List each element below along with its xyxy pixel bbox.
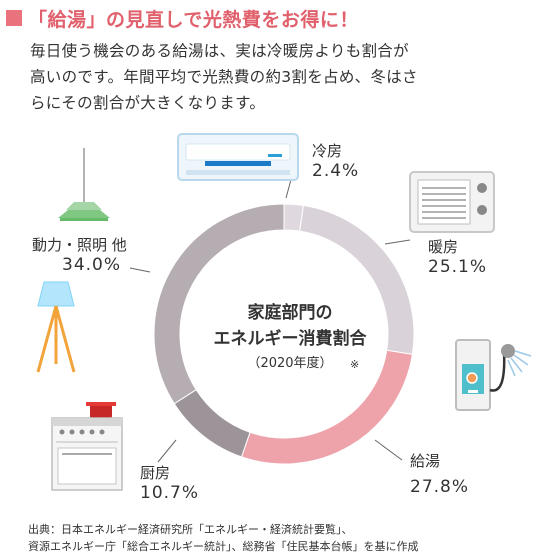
- slice-label-power: 動力・照明 他 34.0%: [32, 236, 127, 275]
- floor-lamp-icon: [36, 281, 76, 373]
- chart-title-line2: エネルギー消費割合: [213, 329, 367, 349]
- page-title: 「給湯」の見直しで光熱費をお得に！: [28, 8, 359, 31]
- slice-label-hot-water: 給湯 27.8%: [410, 452, 470, 497]
- chart-title: 家庭部門の エネルギー消費割合 （2020年度）: [190, 300, 390, 376]
- heater-icon: [409, 171, 495, 233]
- heading-square-icon: [6, 10, 22, 26]
- intro-text: 毎日使う機会のある給湯は、実は冷暖房よりも割合が 高いのです。年間平均で光熱費の…: [30, 38, 550, 116]
- intro-line: 高いのです。年間平均で光熱費の約3割を占め、冬はさ: [30, 68, 418, 86]
- slice-label-kitchen: 厨房 10.7%: [140, 464, 200, 503]
- pendant-lamp-icon: [58, 148, 110, 221]
- leader-line-hot-water: [374, 439, 403, 461]
- leader-line-kitchen: [157, 439, 177, 463]
- donut-slice-kitchen: [173, 389, 251, 458]
- intro-line: 毎日使う機会のある給湯は、実は冷暖房よりも割合が: [30, 42, 409, 60]
- leader-line-power: [129, 267, 151, 273]
- leader-line-heating: [384, 239, 411, 245]
- heading: 「給湯」の見直しで光熱費をお得に！: [6, 3, 556, 33]
- kitchen-stove-icon: [51, 402, 123, 491]
- water-heater-shower-icon: [455, 339, 532, 411]
- source-line: 出典：日本エネルギー経済研究所「エネルギー・経済統計要覧」、: [28, 523, 353, 536]
- intro-line: らにその割合が大きくなります。: [30, 94, 266, 112]
- chart-title-line1: 家庭部門の: [247, 303, 333, 323]
- slice-label-cooling: 冷房 2.4%: [312, 142, 360, 181]
- note-mark: ※: [350, 358, 360, 371]
- slice-label-heating: 暖房 25.1%: [428, 238, 488, 277]
- air-conditioner-icon: [177, 133, 299, 181]
- chart-subtitle: （2020年度）: [247, 356, 333, 371]
- source-line: 資源エネルギー庁「総合エネルギー統計」、総務省「住民基本台帳」を基に作成: [28, 540, 419, 553]
- source-note: 出典：日本エネルギー経済研究所「エネルギー・経済統計要覧」、 資源エネルギー庁「…: [28, 521, 556, 555]
- donut-slice-power: [153, 203, 285, 405]
